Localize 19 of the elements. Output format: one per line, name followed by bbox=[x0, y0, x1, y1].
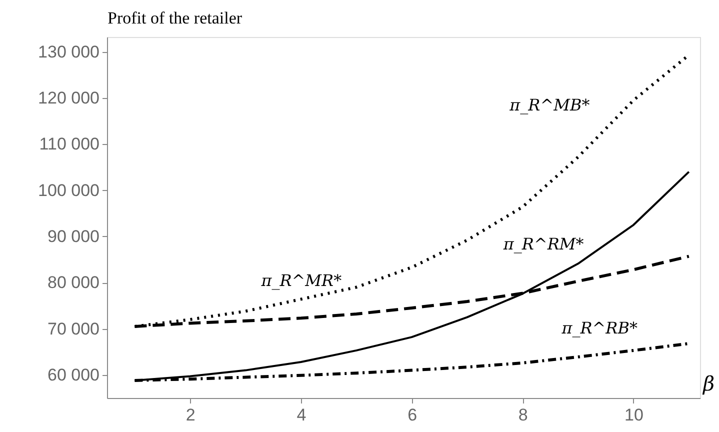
x-tick-label: 10 bbox=[624, 406, 644, 424]
x-tick-label: 6 bbox=[408, 406, 418, 424]
annotation: π_R^MB* bbox=[508, 95, 590, 114]
annotation: π_R^RM* bbox=[502, 234, 584, 254]
x-tick-label: 8 bbox=[518, 406, 528, 424]
y-tick-label: 80 000 bbox=[48, 273, 100, 292]
y-tick-label: 100 000 bbox=[38, 180, 100, 200]
y-axis-title: Profit of the retailer bbox=[108, 8, 242, 28]
x-tick-label: 4 bbox=[296, 406, 306, 424]
y-tick-label: 70 000 bbox=[48, 319, 100, 338]
y-tick-label: 60 000 bbox=[48, 365, 100, 384]
annotation: π_R^RB* bbox=[560, 318, 638, 338]
x-axis-title: β bbox=[702, 372, 714, 396]
x-tick-label: 2 bbox=[186, 406, 196, 424]
y-tick-label: 90 000 bbox=[48, 226, 100, 246]
y-tick-label: 120 000 bbox=[38, 88, 100, 108]
y-tick-label: 130 000 bbox=[38, 42, 100, 62]
y-tick-label: 110 000 bbox=[39, 134, 100, 154]
annotation: π_R^MR* bbox=[260, 270, 342, 290]
